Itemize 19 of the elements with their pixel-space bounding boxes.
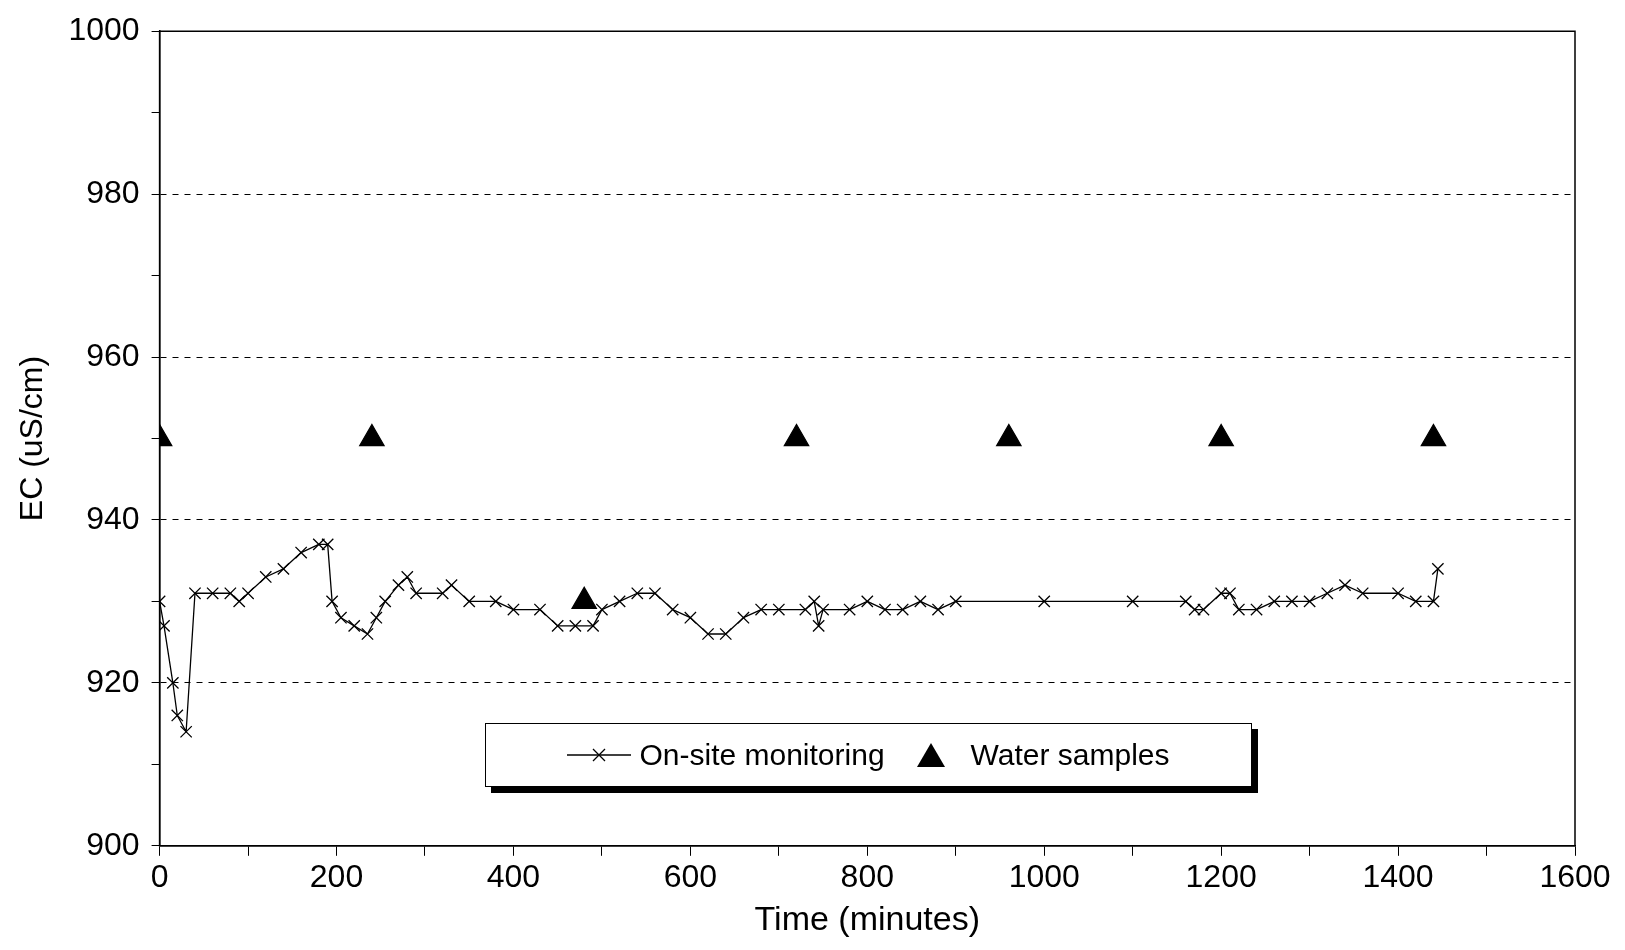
y-tick-label: 960 xyxy=(86,336,140,373)
legend-label: Water samples xyxy=(970,738,1170,772)
x-tick-label: 200 xyxy=(309,857,364,894)
y-axis-title: EC (uS/cm) xyxy=(13,355,50,522)
x-tick-label: 800 xyxy=(840,857,894,894)
x-tick-label: 0 xyxy=(150,857,169,894)
x-tick-label: 1000 xyxy=(1008,857,1080,894)
x-tick-label: 1200 xyxy=(1185,857,1257,894)
x-axis-title: Time (minutes) xyxy=(754,898,981,937)
y-tick-label: 980 xyxy=(86,173,140,210)
y-tick-label: 920 xyxy=(86,662,140,699)
x-tick-label: 1400 xyxy=(1362,857,1434,894)
y-tick-label: 1000 xyxy=(68,11,140,48)
x-tick-label: 600 xyxy=(663,857,718,894)
legend-label: On-site monitoring xyxy=(639,738,885,772)
x-tick-label: 400 xyxy=(486,857,541,894)
y-tick-label: 900 xyxy=(86,825,140,862)
y-tick-label: 940 xyxy=(86,499,140,536)
x-tick-label: 1600 xyxy=(1539,857,1611,894)
